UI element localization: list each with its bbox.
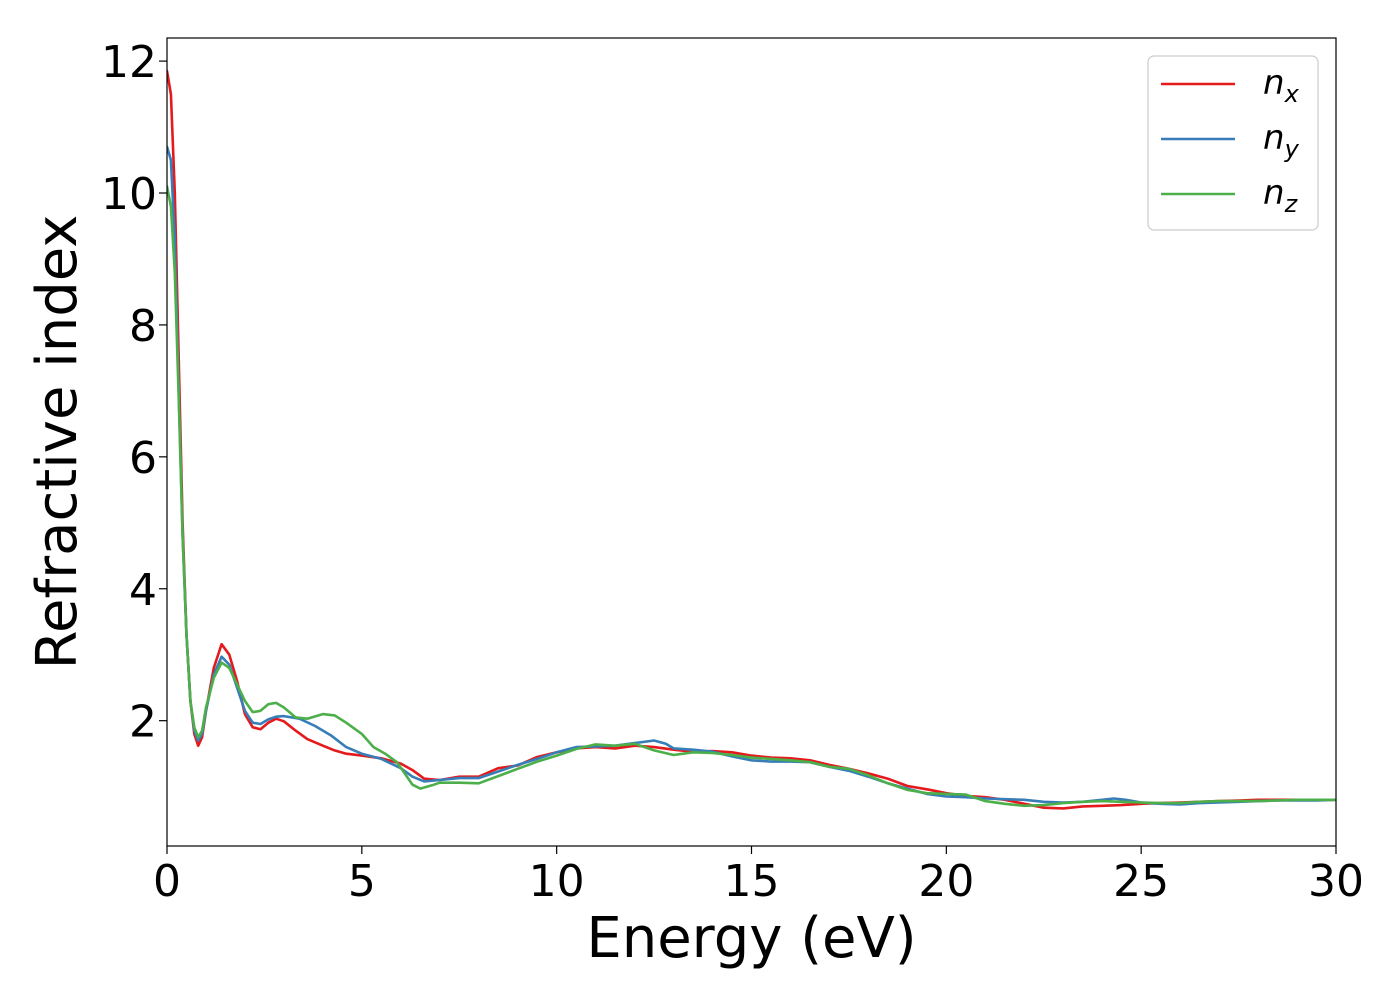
- x-tick-label: 25: [1113, 856, 1169, 907]
- x-tick-label: 5: [348, 856, 376, 907]
- x-tick-label: 0: [153, 856, 181, 907]
- y-tick-label: 10: [101, 169, 157, 220]
- x-tick-label: 20: [918, 856, 974, 907]
- y-tick-label: 2: [129, 697, 157, 748]
- legend-box: [1147, 55, 1319, 231]
- series-line-z: [167, 185, 1336, 808]
- y-tick-label: 4: [129, 565, 157, 616]
- series-layer: [167, 69, 1336, 810]
- y-tick-label: 8: [129, 301, 157, 352]
- x-tick-label: 30: [1308, 856, 1364, 907]
- x-axis-label: Energy (eV): [586, 906, 916, 971]
- y-tick-label: 12: [101, 37, 157, 88]
- y-tick-label: 6: [129, 433, 157, 484]
- y-axis: 2 4 6 8 10 12: [101, 37, 167, 748]
- x-tick-label: 15: [724, 856, 780, 907]
- x-axis: 0 5 10 15 20 25 30: [153, 846, 1364, 907]
- x-tick-label: 10: [529, 856, 585, 907]
- y-axis-label: Refractive index: [25, 215, 90, 670]
- series-line-y: [167, 145, 1336, 806]
